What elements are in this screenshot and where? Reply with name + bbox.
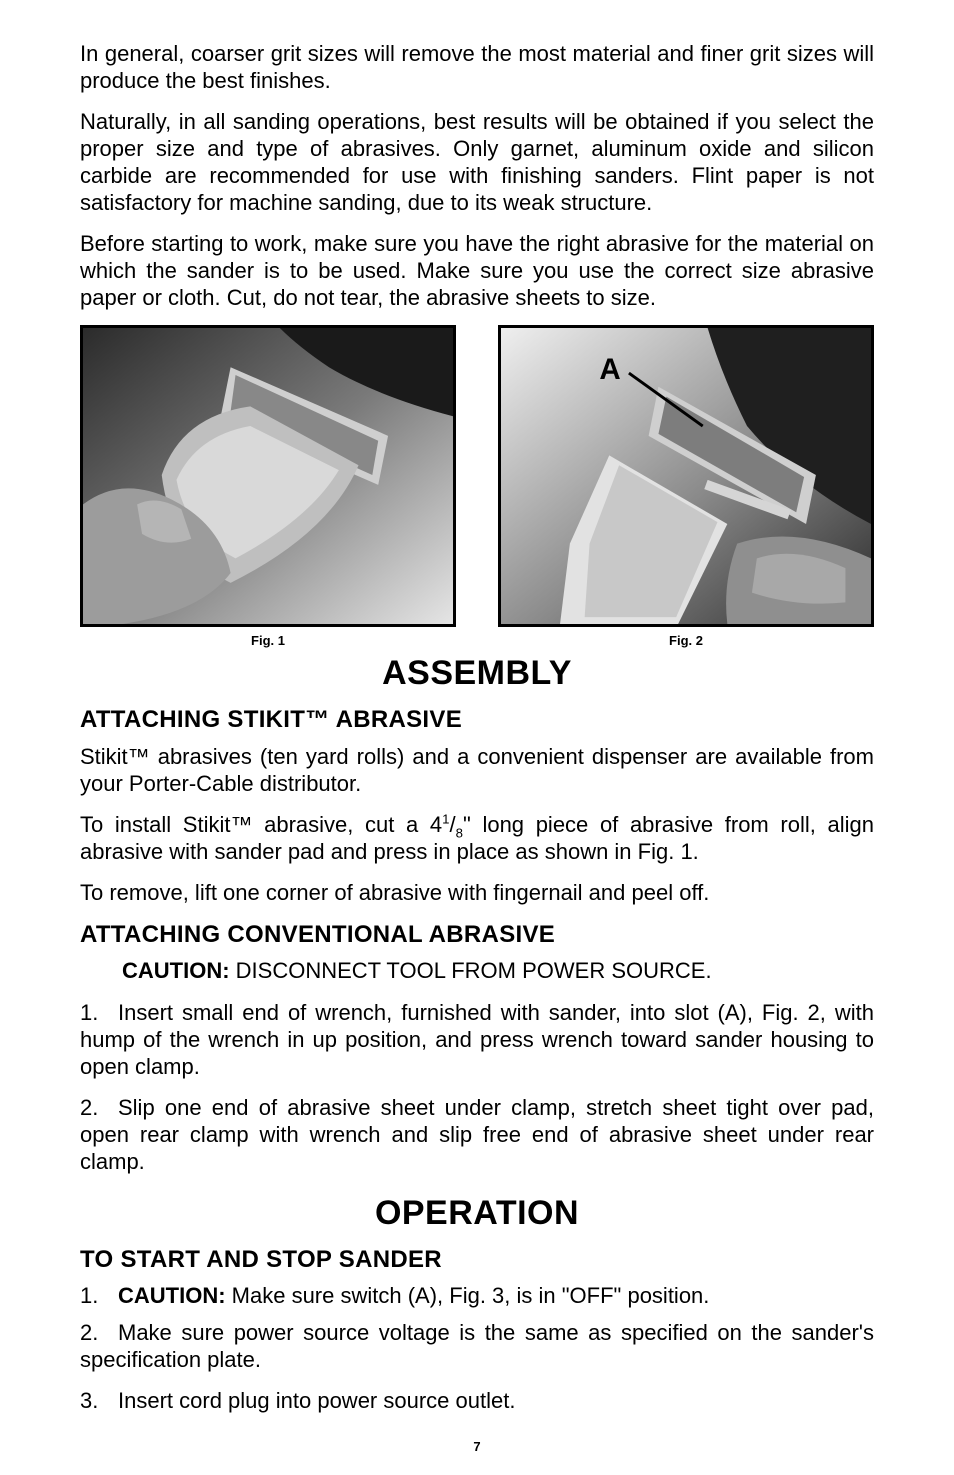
conventional-caution: CAUTION: DISCONNECT TOOL FROM POWER SOUR… xyxy=(122,957,874,984)
op-step-3-text: Insert cord plug into power source outle… xyxy=(118,1388,515,1413)
conventional-step-1: 1.Insert small end of wrench, furnished … xyxy=(80,999,874,1080)
figure-2-column: A Fig. 2 xyxy=(498,325,874,649)
figure-2-label-a: A xyxy=(599,353,620,386)
attaching-conventional-heading: ATTACHING CONVENTIONAL ABRASIVE xyxy=(80,920,874,950)
stikit-p2-frac-num: 1 xyxy=(442,812,449,827)
intro-paragraph-2: Naturally, in all sanding operations, be… xyxy=(80,108,874,216)
operation-heading: OPERATION xyxy=(80,1193,874,1235)
stikit-paragraph-2: To install Stikit™ abrasive, cut a 41/8"… xyxy=(80,811,874,865)
figure-2-image: A xyxy=(498,325,874,627)
op-step-2-text: Make sure power source voltage is the sa… xyxy=(80,1320,874,1372)
intro-paragraph-1: In general, coarser grit sizes will remo… xyxy=(80,40,874,94)
intro-paragraph-3: Before starting to work, make sure you h… xyxy=(80,230,874,311)
figure-1-image xyxy=(80,325,456,627)
stikit-paragraph-3: To remove, lift one corner of abrasive w… xyxy=(80,879,874,906)
figure-1-caption: Fig. 1 xyxy=(251,633,285,649)
figures-row: Fig. 1 xyxy=(80,325,874,649)
operation-step-2: 2.Make sure power source voltage is the … xyxy=(80,1319,874,1373)
caution-bold: CAUTION: xyxy=(122,958,236,983)
operation-step-1: 1.CAUTION: Make sure switch (A), Fig. 3,… xyxy=(80,1282,874,1309)
op-step-2-number: 2. xyxy=(80,1319,118,1346)
step-1-number: 1. xyxy=(80,999,118,1026)
start-stop-heading: TO START AND STOP SANDER xyxy=(80,1245,874,1275)
figure-2-caption: Fig. 2 xyxy=(669,633,703,649)
op-step-1-number: 1. xyxy=(80,1282,118,1309)
conventional-step-2: 2.Slip one end of abrasive sheet under c… xyxy=(80,1094,874,1175)
assembly-heading: ASSEMBLY xyxy=(80,653,874,695)
op-step-3-number: 3. xyxy=(80,1387,118,1414)
op-step-1-bold: CAUTION: xyxy=(118,1283,232,1308)
page-number: 7 xyxy=(0,1439,954,1455)
caution-rest: DISCONNECT TOOL FROM POWER SOURCE. xyxy=(236,958,712,983)
step-1-text: Insert small end of wrench, furnished wi… xyxy=(80,1000,874,1079)
operation-step-3: 3.Insert cord plug into power source out… xyxy=(80,1387,874,1414)
attaching-stikit-heading: ATTACHING STIKIT™ ABRASIVE xyxy=(80,705,874,735)
stikit-paragraph-1: Stikit™ abrasives (ten yard rolls) and a… xyxy=(80,743,874,797)
figure-1-column: Fig. 1 xyxy=(80,325,456,649)
step-2-number: 2. xyxy=(80,1094,118,1121)
stikit-p2-prefix: To install Stikit™ abrasive, cut a 4 xyxy=(80,812,442,837)
step-2-text: Slip one end of abrasive sheet under cla… xyxy=(80,1095,874,1174)
op-step-1-rest: Make sure switch (A), Fig. 3, is in "OFF… xyxy=(232,1283,710,1308)
